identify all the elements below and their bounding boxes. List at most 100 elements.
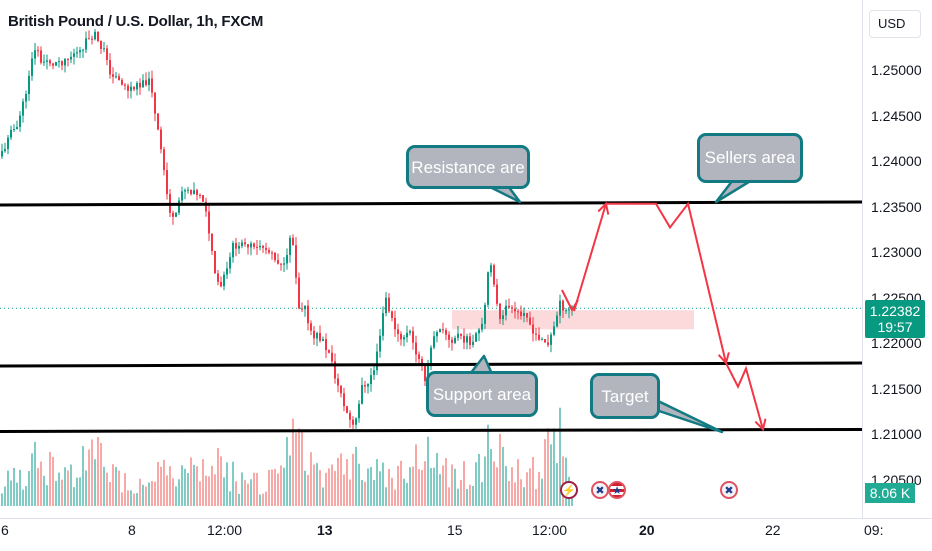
currency-selector[interactable]: USD xyxy=(869,10,921,38)
volume-bar xyxy=(31,453,33,506)
volume-bar xyxy=(28,471,30,506)
candle-body xyxy=(517,311,519,313)
volume-bar xyxy=(163,459,165,506)
volume-bar xyxy=(547,428,549,506)
volume-bar xyxy=(373,480,375,506)
candle-body xyxy=(493,265,495,285)
volume-bar xyxy=(337,457,339,506)
volume-bar xyxy=(109,481,111,506)
volume-bar xyxy=(37,468,39,506)
volume-bar xyxy=(412,466,414,506)
volume-bar xyxy=(229,491,231,506)
sellers-callout[interactable]: Sellers area xyxy=(697,133,803,183)
volume-bar xyxy=(235,481,237,506)
candle-body xyxy=(10,129,12,138)
highlight-zone xyxy=(452,310,694,330)
volume-bar xyxy=(25,486,27,506)
volume-bar xyxy=(559,407,561,506)
uk-flag-icon[interactable]: ✖ xyxy=(591,481,609,499)
uk-flag-icon[interactable]: ✖ xyxy=(720,481,738,499)
horizontal-level-line xyxy=(0,361,863,368)
candle-body xyxy=(469,336,471,345)
volume-bar xyxy=(400,460,402,506)
candle-body xyxy=(484,304,486,324)
candle-body xyxy=(112,74,114,77)
volume-bar xyxy=(448,487,450,506)
resistance-callout[interactable]: Resistance are xyxy=(406,145,530,189)
volume-bar xyxy=(343,474,345,506)
target-label: Target xyxy=(601,387,649,406)
candle-body xyxy=(265,247,267,251)
current-price-value: 1.22382 xyxy=(869,303,921,319)
volume-bar xyxy=(16,482,18,506)
volume-bar xyxy=(421,470,423,506)
volume-bar xyxy=(454,468,456,506)
candle-body xyxy=(211,233,213,251)
candle-body xyxy=(133,86,135,90)
time-tick: 20 xyxy=(639,522,655,538)
candle-body xyxy=(418,354,420,359)
time-tick: 8 xyxy=(128,522,136,538)
target-callout[interactable]: Target xyxy=(590,373,660,419)
candle-body xyxy=(538,334,540,340)
support-callout[interactable]: Support area xyxy=(426,371,538,417)
volume-bar xyxy=(106,472,108,506)
volume-bar xyxy=(325,472,327,506)
volume-bar xyxy=(154,481,156,506)
resistance-label: Resistance are xyxy=(411,158,525,177)
candle-body xyxy=(136,83,138,90)
volume-bar xyxy=(181,465,183,506)
projection-path xyxy=(573,201,764,430)
volume-bar xyxy=(403,478,405,506)
volume-bar xyxy=(439,474,441,506)
volume-bar xyxy=(469,484,471,506)
volume-bar xyxy=(418,469,420,506)
candle-body xyxy=(406,332,408,338)
volume-bar xyxy=(265,491,267,506)
volume-bar xyxy=(322,487,324,506)
candle-body xyxy=(88,38,90,40)
candle-body xyxy=(310,323,312,331)
lightning-event-icon[interactable]: ⚡ xyxy=(560,481,578,499)
volume-bar xyxy=(391,477,393,506)
candle-body xyxy=(241,242,243,246)
volume-bar xyxy=(436,453,438,506)
volume-bar xyxy=(82,446,84,506)
volume-bar xyxy=(214,474,216,506)
candle-body xyxy=(193,190,195,195)
volume-bar xyxy=(355,446,357,506)
volume-badge: 8.06 K xyxy=(865,483,915,503)
volume-bar xyxy=(211,465,213,506)
volume-bar xyxy=(175,486,177,506)
time-axis[interactable] xyxy=(0,518,932,551)
time-tick: 13 xyxy=(317,522,333,538)
us-flag-icon[interactable]: ★ xyxy=(608,481,626,499)
volume-bar xyxy=(553,428,555,506)
volume-bar xyxy=(205,475,207,506)
candle-body xyxy=(46,60,48,62)
candle-body xyxy=(250,243,252,248)
volume-bar xyxy=(295,432,297,506)
candle-body xyxy=(442,329,444,331)
volume-bar xyxy=(142,484,144,506)
candle-body xyxy=(433,336,435,348)
volume-bar xyxy=(523,487,525,506)
volume-bar xyxy=(226,462,228,506)
candle-body xyxy=(271,252,273,254)
volume-bar xyxy=(280,465,282,506)
volume-bar xyxy=(481,482,483,506)
volume-bar xyxy=(52,456,54,506)
candle-body xyxy=(7,137,9,150)
volume-bars xyxy=(1,407,573,506)
volume-bar xyxy=(88,449,90,506)
candle-body xyxy=(253,243,255,247)
candle-body xyxy=(142,80,144,88)
candle-body xyxy=(181,191,183,201)
candle-body xyxy=(361,385,363,404)
candle-body xyxy=(415,342,417,355)
price-axis[interactable] xyxy=(862,0,932,518)
volume-bar xyxy=(433,467,435,506)
candle-body xyxy=(160,129,162,150)
candle-body xyxy=(64,58,66,66)
